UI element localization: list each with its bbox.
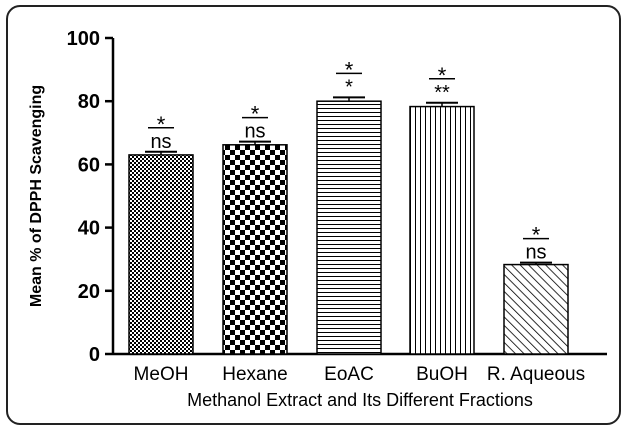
y-tick-label: 100 (67, 28, 100, 50)
annotation-upper: * (532, 223, 541, 248)
bar-eoac (316, 100, 382, 355)
annotation-lower: ns (244, 121, 265, 143)
annotation-upper: * (438, 63, 447, 88)
y-tick-label: 40 (78, 218, 100, 240)
y-tick-label: 20 (78, 281, 100, 303)
bar-buoh (409, 105, 475, 355)
y-tick-label: 80 (78, 91, 100, 113)
annotation-upper: * (345, 57, 354, 82)
x-tick-label: Hexane (222, 364, 288, 385)
bar-hexane (222, 144, 288, 355)
annotation-lower: ** (434, 82, 450, 104)
bar-r-aqueous (503, 263, 569, 355)
x-tick-label: MeOH (134, 364, 189, 385)
annotation-upper: * (157, 112, 166, 137)
x-tick-label: R. Aqueous (487, 364, 585, 385)
y-axis-title: Mean % of DPPH Scavenging (28, 85, 45, 307)
y-tick-label: 60 (78, 154, 100, 176)
y-tick-label: 0 (89, 344, 100, 366)
annotation-lower: ns (150, 131, 171, 153)
x-tick-label: EoAC (324, 364, 374, 385)
annotation-upper: * (251, 102, 260, 127)
x-tick-labels: MeOH Hexane EoAC BuOH R. Aqueous (134, 364, 586, 385)
x-tick-label: BuOH (416, 364, 468, 385)
error-bars (145, 96, 552, 265)
annotation-lower: ns (525, 242, 546, 264)
annotation-lower: * (345, 76, 353, 98)
bar-meoh (128, 154, 194, 355)
significance-annotations: ns* ns******ns* (148, 57, 549, 264)
x-axis-title: Methanol Extract and Its Different Fract… (187, 390, 533, 410)
bars (128, 100, 569, 355)
y-ticks: 0 20 40 60 80 100 (67, 28, 113, 366)
